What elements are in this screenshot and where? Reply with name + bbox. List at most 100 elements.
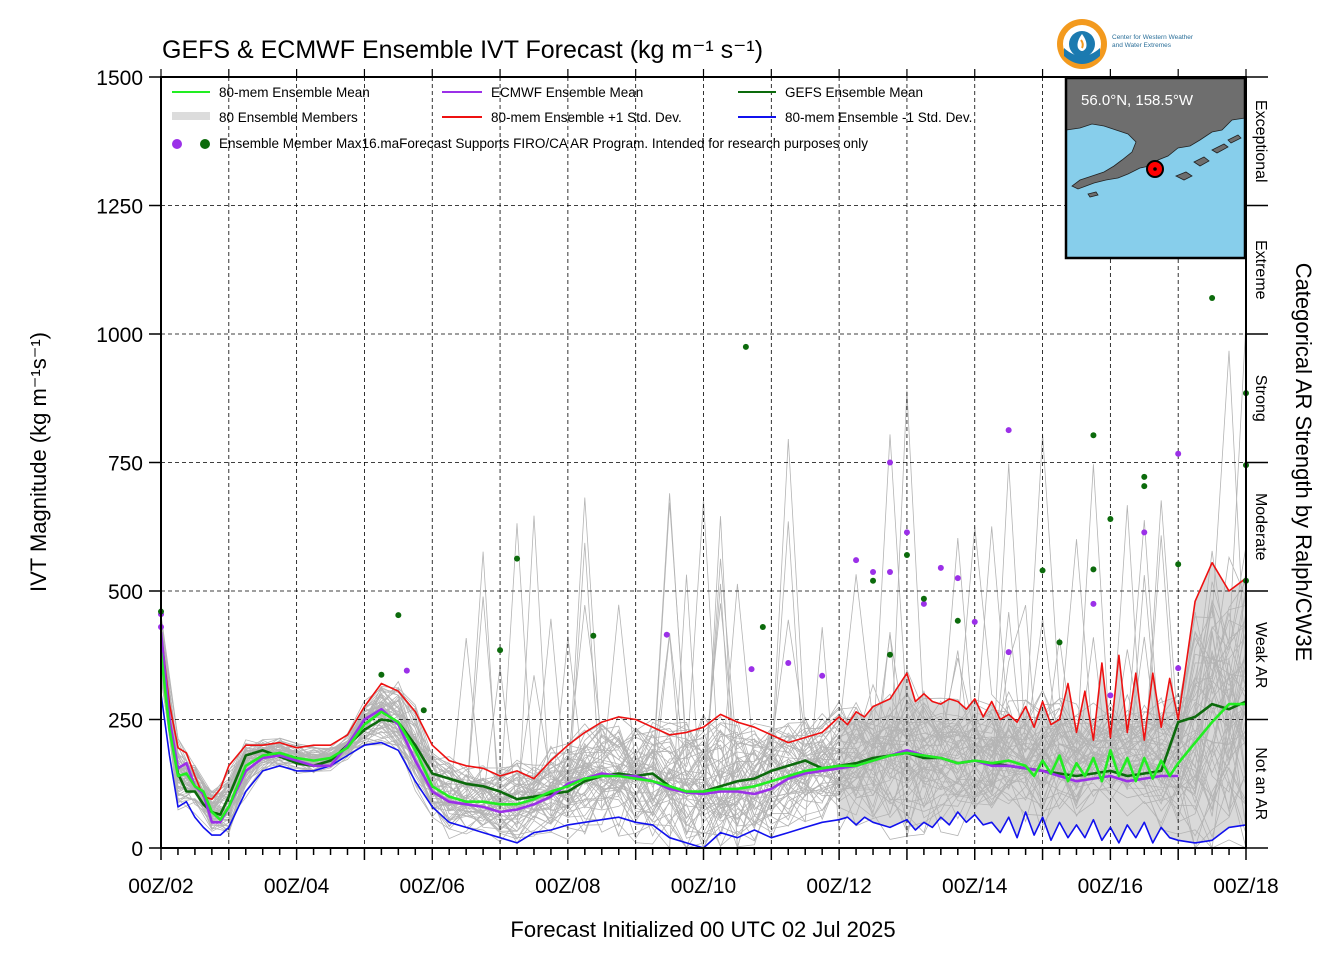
ecmwf-member-max-dot xyxy=(920,600,927,607)
y-tick-label: 1250 xyxy=(96,196,143,219)
gefs-member-max-dot xyxy=(420,707,427,714)
axes: 00Z/02 00Z/04 00Z/06 00Z/08 00Z/10 00Z/12 00Z/… xyxy=(26,67,1316,942)
x-tick-label: 00Z/08 xyxy=(535,875,600,898)
ecmwf-member-max-dot xyxy=(971,618,978,625)
cw3e-logo-icon xyxy=(1057,19,1107,69)
legend-swatch-members xyxy=(172,112,210,120)
chart-title: GEFS & ECMWF Ensemble IVT Forecast (kg m… xyxy=(162,36,763,64)
inset-map-location: 56.0°N, 158.5°W xyxy=(1081,92,1194,109)
gefs-member-max-dot xyxy=(870,577,877,584)
ecmwf-member-max-dot xyxy=(870,568,877,575)
y-tick-label: 250 xyxy=(108,710,143,733)
inset-map: 56.0°N, 158.5°W xyxy=(1064,76,1247,260)
ecmwf-member-max-dot xyxy=(853,557,860,564)
cw3e-logo-text: Center for Western Weather and Water Ext… xyxy=(1112,34,1236,50)
x-tick-label: 00Z/14 xyxy=(942,875,1008,898)
gefs-member-max-dot xyxy=(1209,295,1216,302)
ecmwf-member-max-dot xyxy=(403,667,410,674)
ecmwf-member-max-dot xyxy=(954,575,961,582)
member-line xyxy=(161,463,1246,836)
x-tick-label: 00Z/18 xyxy=(1213,875,1278,898)
legend-minus: 80-mem Ensemble -1 Std. Dev. xyxy=(785,110,972,125)
inset-map-land xyxy=(1065,77,1246,190)
gefs-member-max-dot xyxy=(759,623,766,630)
x-tick-label: 00Z/04 xyxy=(264,875,330,898)
gefs-member-max-dot xyxy=(590,632,597,639)
logo-line-1: Center for Western Weather xyxy=(1112,34,1194,41)
y-axis-label: IVT Magnitude (kg m⁻¹s⁻¹) xyxy=(26,332,51,592)
legend-gefs: GEFS Ensemble Mean xyxy=(785,85,923,100)
ecmwf-member-max-dot xyxy=(937,564,944,571)
right-axis-label: Categorical AR Strength by Ralph/CW3E xyxy=(1291,263,1316,662)
x-tick-label: 00Z/10 xyxy=(671,875,736,898)
category-label: Strong xyxy=(1252,375,1269,422)
x-tick-label: 00Z/02 xyxy=(128,875,193,898)
legend-dot-gefs xyxy=(200,139,210,149)
gefs-member-max-dot xyxy=(886,651,893,658)
x-axis-label: Forecast Initialized 00 UTC 02 Jul 2025 xyxy=(510,917,895,942)
x-tick-label: 00Z/06 xyxy=(400,875,465,898)
gefs-member-max-dot xyxy=(1090,566,1097,573)
category-label: Exceptional xyxy=(1252,100,1269,183)
gefs-member-max-dot xyxy=(1141,473,1148,480)
gefs-member-max-dot xyxy=(514,555,521,562)
y-tick-label: 1000 xyxy=(96,324,143,347)
legend-ecmwf: ECMWF Ensemble Mean xyxy=(491,85,643,100)
category-label: Weak AR xyxy=(1252,622,1269,688)
ecmwf-member-max-dot xyxy=(886,459,893,466)
legend-dot-ecmwf xyxy=(172,139,182,149)
ecmwf-member-max-dot xyxy=(1005,649,1012,656)
ecmwf-member-max-dot xyxy=(1005,427,1012,434)
gefs-member-max-dot xyxy=(954,617,961,624)
gefs-member-max-dot xyxy=(378,671,385,678)
gefs-member-max-dot xyxy=(1175,561,1182,568)
ecmwf-member-max-dot xyxy=(1107,692,1114,699)
legend-dots: Ensemble Member Max16.maForecast Support… xyxy=(219,136,868,151)
ecmwf-member-max-dot xyxy=(1141,529,1148,536)
gefs-member-max-dot xyxy=(1141,483,1148,490)
series-lines xyxy=(161,561,1246,848)
inset-map-islands xyxy=(1087,134,1242,198)
gefs-member-max-dot xyxy=(1107,516,1114,523)
ecmwf-member-max-dot xyxy=(663,631,670,638)
gefs-member-max-dot xyxy=(920,595,927,602)
category-label: Extreme xyxy=(1252,240,1269,300)
member-line xyxy=(161,605,1246,815)
ecmwf-member-max-dot xyxy=(1090,600,1097,607)
y-tick-label: 1500 xyxy=(96,67,143,90)
line-mean80 xyxy=(161,652,1246,822)
legend: 80-mem Ensemble Mean 80 Ensemble Members… xyxy=(172,85,972,151)
line-minus-std xyxy=(161,693,1246,848)
member-line xyxy=(161,438,1246,801)
line-ecmwf-mean xyxy=(161,631,1179,824)
line-plus-std xyxy=(161,561,1246,801)
location-marker-center xyxy=(1153,167,1157,171)
ecmwf-member-max-dot xyxy=(748,666,755,673)
category-labels: Not an AR Weak AR Moderate Strong Extreme Exc… xyxy=(1252,100,1269,820)
y-tick-label: 750 xyxy=(108,453,143,476)
legend-members: 80 Ensemble Members xyxy=(219,110,358,125)
logo-line-2: and Water Extremes xyxy=(1112,42,1172,49)
ecmwf-member-max-dot xyxy=(1175,450,1182,457)
gefs-member-max-dot xyxy=(395,612,402,619)
x-tick-label: 00Z/16 xyxy=(1078,875,1143,898)
legend-mean80: 80-mem Ensemble Mean xyxy=(219,85,370,100)
y-tick-label: 500 xyxy=(108,581,143,604)
gefs-member-max-dot xyxy=(497,647,504,654)
legend-plus: 80-mem Ensemble +1 Std. Dev. xyxy=(491,110,682,125)
ecmwf-member-max-dot xyxy=(1175,665,1182,672)
x-tick-label: 00Z/12 xyxy=(806,875,871,898)
cw3e-logo: Center for Western Weather and Water Ext… xyxy=(1056,18,1236,72)
y-tick-label: 0 xyxy=(131,838,143,861)
gefs-member-max-dot xyxy=(742,343,749,350)
inset-map-frame xyxy=(1064,76,1247,260)
ecmwf-member-max-dot xyxy=(819,672,826,679)
gefs-member-max-dot xyxy=(903,552,910,559)
ecmwf-member-max-dot xyxy=(903,529,910,536)
category-label: Moderate xyxy=(1252,493,1269,561)
ecmwf-member-max-dot xyxy=(886,568,893,575)
gefs-member-max-dot xyxy=(1056,639,1063,646)
ecmwf-member-max-dot xyxy=(785,659,792,666)
gefs-member-max-dot xyxy=(1039,567,1046,574)
